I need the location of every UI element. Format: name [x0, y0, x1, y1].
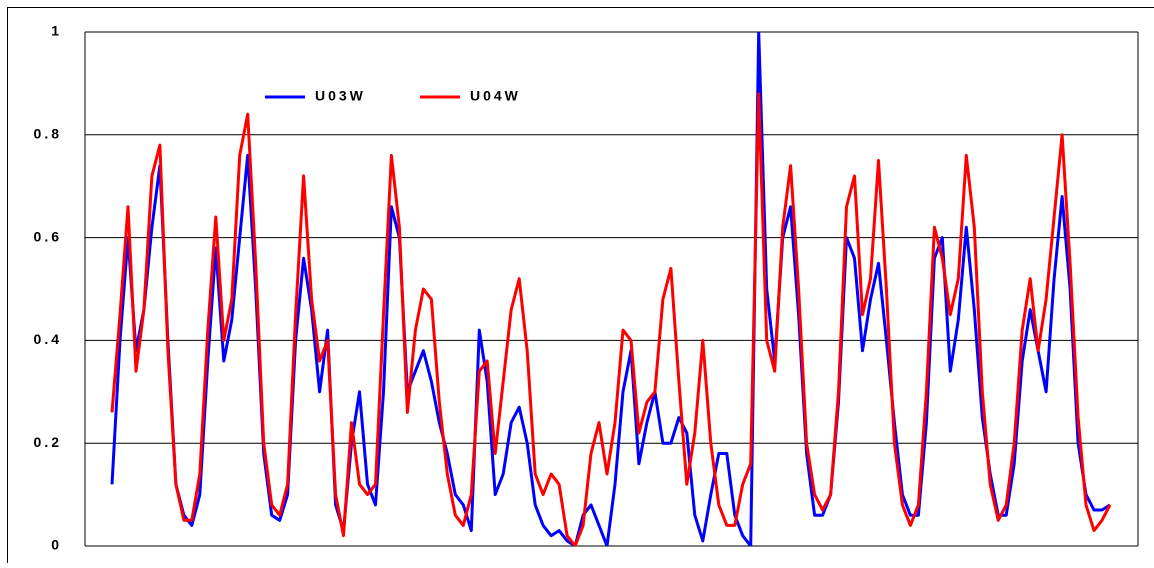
data-line — [112, 32, 1110, 546]
y-tick-label: 0.2 — [34, 434, 62, 450]
y-tick-label: 0 — [51, 537, 62, 553]
y-tick-label: 0.6 — [34, 228, 62, 244]
data-line — [112, 94, 1110, 546]
legend-label: U03W — [315, 88, 366, 104]
y-tick-label: 0.8 — [34, 126, 62, 142]
legend-label: U04W — [470, 88, 521, 104]
chart-frame — [8, 8, 1154, 564]
y-tick-label: 0.4 — [34, 331, 62, 347]
y-tick-label: 1 — [51, 23, 62, 39]
